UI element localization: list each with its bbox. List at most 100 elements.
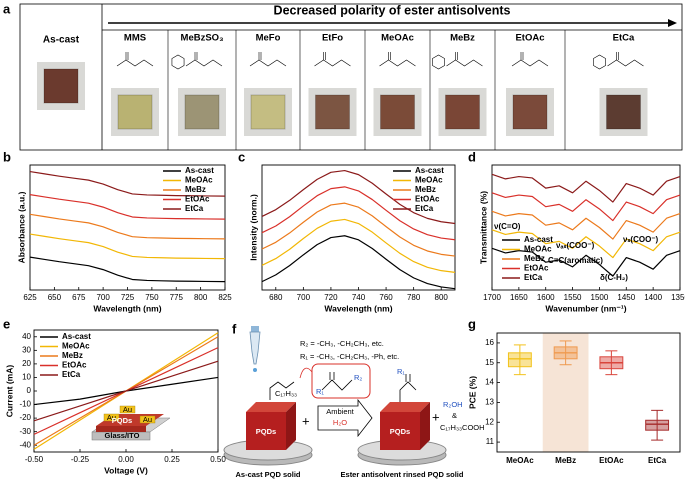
solvent-name: MeBz	[450, 33, 475, 44]
molecule	[249, 59, 287, 67]
cube-side	[420, 402, 430, 450]
x-tick-label: 1450	[617, 293, 635, 302]
panel-label: a	[3, 1, 11, 16]
molecule	[607, 59, 644, 67]
x-tick-label: MeBz	[555, 456, 576, 465]
x-tick-label: 750	[145, 293, 159, 302]
r2-definition: R₂ = -CH₃, -CH₂CH₃, etc.	[300, 339, 384, 348]
legend-label: EtCa	[62, 370, 81, 379]
x-tick-label: 780	[407, 293, 421, 302]
y-tick-label: 0	[27, 386, 32, 395]
x-tick-label: 1350	[671, 293, 685, 302]
cube-top	[246, 402, 296, 412]
legend-label: MeBz	[415, 185, 436, 194]
ring	[593, 54, 606, 70]
legend-label: EtOAc	[415, 195, 440, 204]
water: H₂O	[333, 418, 347, 427]
x-tick-label: 675	[72, 293, 86, 302]
molecule	[314, 59, 351, 67]
cube-top	[380, 402, 430, 412]
y-axis-title: PCE (%)	[467, 376, 477, 409]
molecule	[185, 59, 223, 67]
series-line	[29, 170, 226, 197]
inset-label: Au	[107, 413, 116, 422]
legend-label: EtCa	[524, 273, 543, 282]
acid: C₁₇H₃₃COOH	[440, 423, 485, 432]
x-tick-label: 800	[435, 293, 449, 302]
series-line	[261, 169, 456, 225]
series-line	[29, 194, 226, 220]
solvent-name: MeBzSO₃	[181, 33, 224, 44]
solvent-name: EtFo	[322, 33, 343, 44]
y-axis-title: Current (mA)	[4, 365, 14, 418]
inset-label: Glass/ITO	[105, 431, 140, 440]
x-tick-label: 650	[48, 293, 62, 302]
x-tick-label: EtCa	[648, 456, 667, 465]
solvent-name: MMS	[124, 33, 146, 44]
x-axis-title: Wavenumber (nm⁻¹)	[545, 303, 626, 313]
solvent-name: EtOAc	[515, 33, 544, 44]
ring	[171, 54, 185, 70]
plus: +	[432, 409, 440, 424]
y-tick-label: 10	[22, 373, 31, 382]
series-line	[491, 247, 681, 277]
y-tick-label: 15	[485, 358, 494, 367]
x-tick-label: 1550	[564, 293, 582, 302]
film	[250, 94, 286, 130]
x-tick-label: 720	[324, 293, 338, 302]
r2-label: R₂	[354, 373, 362, 382]
annotation: ν(C=O)	[494, 222, 521, 231]
inset-label: PQDs	[112, 416, 132, 425]
x-axis-title: Wavelength (nm)	[93, 303, 161, 313]
series-line	[29, 233, 226, 260]
plot-frame	[496, 332, 681, 453]
y-tick-label: 20	[22, 359, 31, 368]
x-tick-label: 1700	[483, 293, 501, 302]
plot-frame	[491, 164, 681, 291]
film	[606, 94, 641, 130]
y-tick-label: 40	[22, 332, 31, 341]
x-tick-label: 1650	[510, 293, 528, 302]
film	[43, 68, 79, 104]
series-line	[29, 213, 226, 240]
legend-label: As-cast	[62, 332, 91, 341]
ester-skeleton	[321, 379, 353, 391]
solvent-name: MeFo	[256, 33, 281, 44]
x-tick-label: 700	[96, 293, 110, 302]
x-tick-label: 1600	[537, 293, 555, 302]
plus: +	[302, 413, 310, 428]
series-line	[261, 218, 456, 273]
x-tick-label: -0.25	[71, 455, 90, 464]
ligand-chain	[269, 381, 295, 400]
y-axis-title: Intensity (norm.)	[248, 194, 258, 261]
x-tick-label: 775	[170, 293, 184, 302]
x-tick-label: MeOAc	[506, 456, 534, 465]
y-tick-label: 12	[485, 417, 494, 426]
connector	[299, 367, 313, 379]
x-tick-label: 0.50	[210, 455, 226, 464]
legend-label: MeOAc	[185, 176, 213, 185]
molecule	[511, 59, 549, 67]
inset-label: Au	[143, 415, 152, 424]
pqd-front	[96, 426, 146, 432]
pipette-bulb	[251, 326, 259, 332]
film	[117, 94, 153, 130]
ambient: Ambient	[326, 407, 354, 416]
solvent-name: MeOAc	[381, 33, 414, 44]
legend-label: EtOAc	[524, 264, 549, 273]
inset-label: Au	[123, 405, 132, 414]
reference-name: As-cast	[43, 35, 80, 46]
x-tick-label: 740	[352, 293, 366, 302]
panel-label: f	[232, 321, 237, 336]
y-tick-label: 11	[486, 437, 495, 446]
film	[184, 94, 220, 130]
panel-label: d	[468, 149, 476, 164]
series-line	[491, 229, 681, 259]
molecule	[116, 59, 154, 67]
cube-front	[246, 412, 286, 450]
x-tick-label: 825	[218, 293, 232, 302]
series-line	[261, 186, 456, 241]
y-tick-label: -40	[19, 440, 31, 449]
legend-label: MeOAc	[524, 245, 552, 254]
molecule	[379, 59, 416, 67]
